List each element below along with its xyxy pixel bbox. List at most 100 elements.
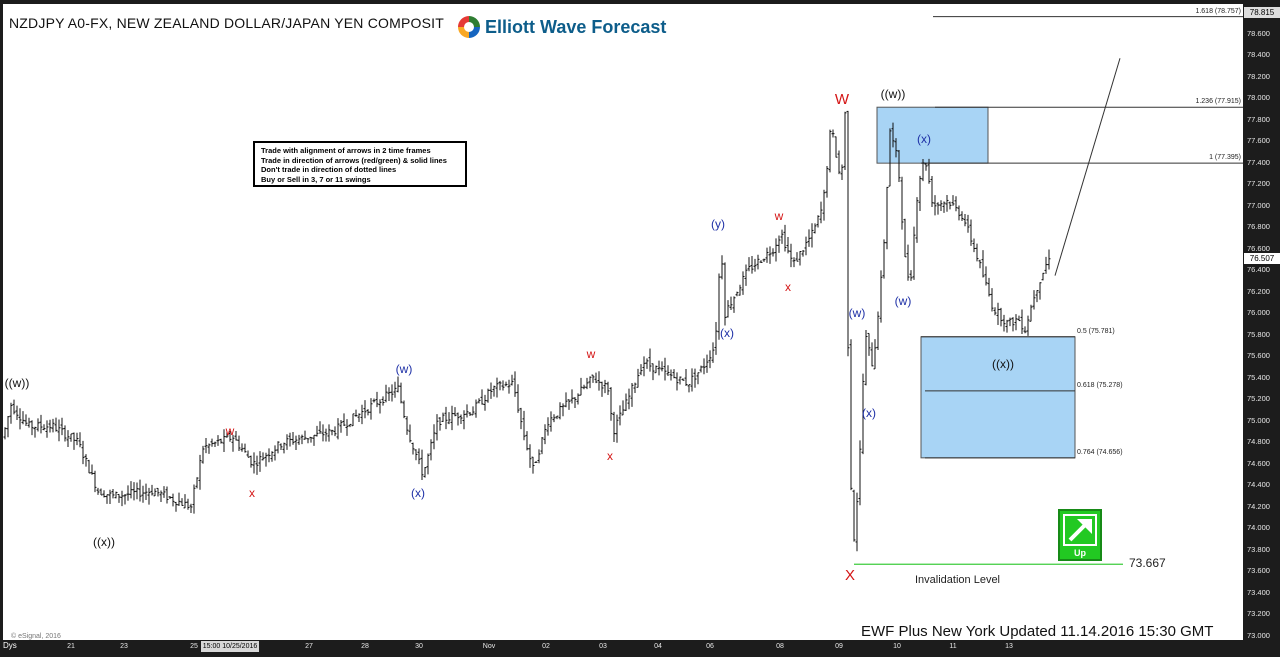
chart-title: NZDJPY A0-FX, NEW ZEALAND DOLLAR/JAPAN Y… <box>9 15 444 31</box>
wave-label: x <box>785 280 791 294</box>
price-tick-label: 73.800 <box>1247 544 1270 554</box>
wave-label: (w) <box>894 294 912 308</box>
update-footer: EWF Plus New York Updated 11.14.2016 15:… <box>861 623 1214 640</box>
time-tick-label: 23 <box>120 643 128 650</box>
time-tick-label: 09 <box>835 643 843 650</box>
rule-line: Buy or Sell in 3, 7 or 11 swings <box>261 174 371 184</box>
price-tick-label: 77.000 <box>1247 200 1270 210</box>
price-tick-label: 73.400 <box>1247 587 1270 597</box>
wave-label: (y) <box>711 217 725 231</box>
time-tick-label: 28 <box>361 643 369 650</box>
forecast-line <box>1054 58 1121 276</box>
time-tick-label: Nov <box>482 643 496 650</box>
price-tick-label: 74.200 <box>1247 501 1270 511</box>
time-tick-label: 08 <box>776 643 784 650</box>
price-axis[interactable] <box>1243 4 1280 640</box>
time-tick-label: 21 <box>67 643 75 650</box>
time-tick-label: 13 <box>1005 643 1013 650</box>
wave-label: x <box>607 449 613 463</box>
time-tick-label: 02 <box>542 643 550 650</box>
price-tick-label: 75.600 <box>1247 351 1270 361</box>
wave-label: (x) <box>917 132 931 146</box>
fib-level-label: 0.764 (74.656) <box>1077 448 1123 456</box>
price-tick-label: 77.600 <box>1247 136 1270 146</box>
price-tick-label: 78.000 <box>1247 93 1270 103</box>
wave-label: x <box>249 486 255 500</box>
time-tick-label: 04 <box>654 643 662 650</box>
fib-level-label: 1 (77.395) <box>1209 154 1241 162</box>
time-tick-label: 10 <box>893 643 901 650</box>
price-tick-label: 73.000 <box>1247 631 1270 640</box>
up-label: Up <box>1074 548 1086 558</box>
last-price-marker: 76.507 <box>1244 253 1280 264</box>
price-tick-label: 76.000 <box>1247 308 1270 318</box>
fib-level-label: 0.618 (75.278) <box>1077 381 1123 389</box>
fib-level-label: 0.5 (75.781) <box>1077 327 1115 335</box>
price-tick-label: 75.000 <box>1247 415 1270 425</box>
wave-label: w <box>774 209 784 223</box>
wave-label: w <box>586 347 596 361</box>
price-tick-label: 73.600 <box>1247 566 1270 576</box>
price-tick-label: 77.800 <box>1247 114 1270 124</box>
wave-label: (x) <box>720 326 734 340</box>
rule-line: Trade with alignment of arrows in 2 time… <box>261 146 431 155</box>
wave-label: ((w)) <box>4 376 30 390</box>
price-tick-label: 78.600 <box>1247 28 1270 38</box>
wave-label: (x) <box>862 406 876 420</box>
wave-label: (w) <box>395 362 413 376</box>
price-chart[interactable] <box>3 4 1243 640</box>
plot-area[interactable]: NZDJPY A0-FX, NEW ZEALAND DOLLAR/JAPAN Y… <box>3 4 1243 640</box>
wave-label: X <box>844 567 856 584</box>
price-tick-label: 77.400 <box>1247 157 1270 167</box>
wave-label: ((x)) <box>992 357 1014 371</box>
time-tick-label: 27 <box>305 643 313 650</box>
logo-icon <box>458 16 480 38</box>
price-tick-label: 74.000 <box>1247 523 1270 533</box>
time-axis[interactable] <box>0 640 1280 657</box>
price-tick-label: 74.400 <box>1247 480 1270 490</box>
time-tick-label: 11 <box>949 643 957 650</box>
price-tick-label: 73.200 <box>1247 609 1270 619</box>
interval-label[interactable]: Dys <box>3 641 17 650</box>
time-tick-label: 03 <box>599 643 607 650</box>
price-tick-label: 76.200 <box>1247 286 1270 296</box>
time-tick-label: 30 <box>415 643 423 650</box>
wave-label: ((w)) <box>880 87 906 101</box>
price-tick-label: 75.800 <box>1247 329 1270 339</box>
rule-line: Trade in direction of arrows (red/green)… <box>261 155 447 165</box>
target-zone-upper <box>876 106 989 164</box>
price-tick-label: 75.200 <box>1247 394 1270 404</box>
fib-level-label: 1.236 (77.915) <box>1195 98 1241 106</box>
target-zone-lower <box>920 336 1076 459</box>
fib-level-label: 1.618 (78.757) <box>1195 7 1241 15</box>
time-tick-label: 06 <box>706 643 714 650</box>
price-tick-label: 74.800 <box>1247 437 1270 447</box>
invalidation-value: 73.667 <box>1129 556 1166 570</box>
brand-logo: Elliott Wave Forecast <box>458 14 666 40</box>
ohlc-bars <box>3 110 1051 552</box>
price-tick-label: 76.800 <box>1247 222 1270 232</box>
price-tick-label: 75.400 <box>1247 372 1270 382</box>
price-tick-label: 78.200 <box>1247 71 1270 81</box>
price-tick-label: 77.200 <box>1247 179 1270 189</box>
esignal-copyright: © eSignal, 2016 <box>11 633 61 640</box>
rule-line: Don't trade in direction of dotted lines <box>261 165 397 174</box>
arrow-up-right-icon <box>1063 514 1097 546</box>
logo-text: Elliott Wave Forecast <box>485 16 667 37</box>
up-arrow-signal: Up <box>1058 509 1102 561</box>
wave-label: (x) <box>411 486 425 500</box>
price-tick-label: 78.400 <box>1247 50 1270 60</box>
invalidation-label: Invalidation Level <box>915 574 1001 586</box>
price-tick-label: 76.400 <box>1247 265 1270 275</box>
price-tick-label: 76.600 <box>1247 243 1270 253</box>
wave-label: ((x)) <box>93 535 115 549</box>
cursor-date-marker: 15:00 10/25/2016 <box>201 641 259 652</box>
price-tick-label: 74.600 <box>1247 458 1270 468</box>
wave-label: (w) <box>848 306 866 320</box>
time-tick-label: 25 <box>190 643 198 650</box>
wave-label: W <box>834 91 850 108</box>
wave-label: w <box>225 424 235 438</box>
trading-rules-box: Trade with alignment of arrows in 2 time… <box>253 141 467 187</box>
top-price-marker: 78.815 <box>1244 7 1280 18</box>
